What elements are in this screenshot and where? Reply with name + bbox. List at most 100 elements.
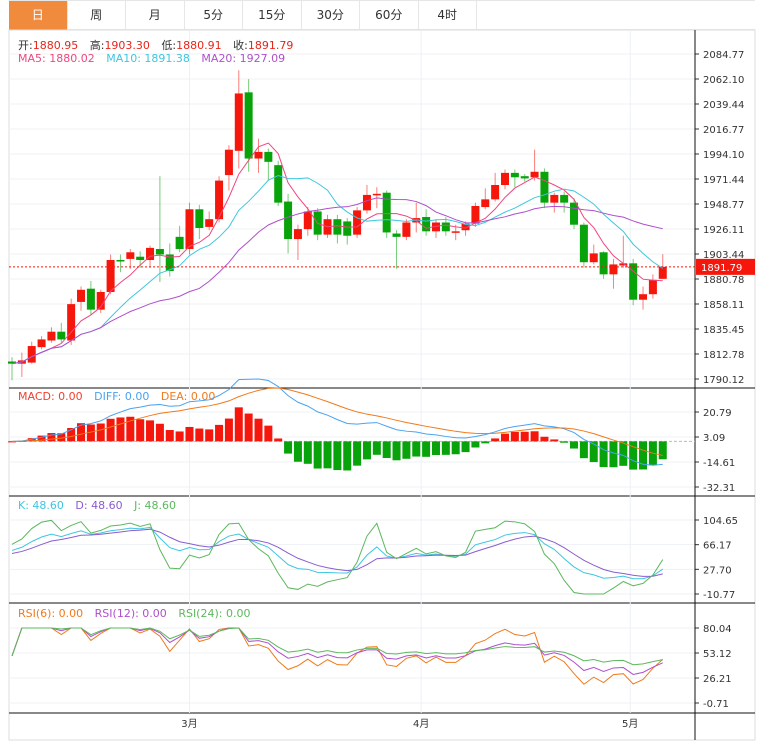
macd-bar [264, 425, 273, 442]
main-axis-label: 1812.78 [703, 350, 744, 361]
macd-bar [146, 420, 155, 442]
macd-bar [274, 438, 283, 442]
candle-up [609, 264, 618, 275]
candle-down [392, 233, 401, 237]
ma10-legend: MA10: 1891.38 [106, 52, 190, 65]
candle-down [382, 192, 391, 233]
ma5-line [11, 142, 663, 365]
macd-bar [136, 419, 145, 442]
tab-month[interactable]: 月 [126, 1, 185, 30]
candle-up [471, 205, 480, 224]
macd-bar [540, 436, 549, 442]
macd-bar [599, 441, 608, 468]
macd-bar [570, 441, 579, 449]
candle-up [77, 289, 86, 302]
tab-30min[interactable]: 30分 [302, 1, 360, 30]
macd-bar [471, 441, 480, 448]
j-line [11, 519, 664, 595]
candle-up [205, 219, 214, 227]
rsi12-value: RSI(12): 0.00 [94, 607, 167, 620]
tab-5min[interactable]: 5分 [185, 1, 243, 30]
d-value: D: 48.60 [75, 499, 123, 512]
candle-up [353, 210, 362, 235]
macd-bar [431, 441, 440, 456]
tab-week[interactable]: 周 [68, 1, 126, 30]
rsi-axis-label: 53.12 [703, 649, 732, 660]
candle-up [530, 171, 539, 178]
macd-bar [579, 441, 588, 459]
macd-bar [77, 423, 86, 442]
macd-bar [392, 441, 401, 461]
candle-down [57, 331, 66, 340]
tab-day[interactable]: 日 [9, 1, 68, 30]
macd-bar [550, 439, 559, 442]
candle-down [165, 254, 174, 272]
j-value: J: 48.60 [134, 499, 177, 512]
candle-down [264, 151, 273, 162]
macd-bar [491, 438, 500, 442]
chart-frame [8, 29, 756, 741]
tab-4hour[interactable]: 4时 [419, 1, 477, 30]
main-axis-label: 1790.12 [703, 375, 744, 386]
macd-bar [382, 441, 391, 459]
close-value: 1891.79 [247, 39, 294, 52]
macd-bar [57, 433, 66, 442]
macd-axis-label: 3.09 [703, 433, 725, 444]
kdj-axis-label: 104.65 [703, 516, 738, 527]
low-value: 1880.91 [176, 39, 222, 52]
macd-bar [441, 441, 450, 455]
main-axis-label: 2062.10 [703, 75, 744, 86]
candle-up [431, 222, 440, 232]
main-axis-label: 1858.11 [703, 300, 744, 311]
dea-value: DEA: 0.00 [160, 390, 216, 403]
candle-down [570, 202, 579, 225]
candle-up [37, 339, 46, 348]
macd-bar [86, 424, 95, 442]
candle-up [501, 172, 509, 186]
macd-bar [402, 441, 411, 459]
tab-15min[interactable]: 15分 [243, 1, 302, 30]
main-axis-label: 1835.45 [703, 325, 744, 336]
rsi-axis-label: 80.04 [703, 624, 732, 635]
candle-down [86, 288, 95, 310]
macd-bar [343, 441, 352, 471]
kdj-axis-label: -10.77 [703, 590, 735, 601]
d-line [11, 528, 663, 577]
candle-up [372, 193, 381, 196]
candle-up [96, 291, 105, 310]
rsi24-line [11, 627, 663, 666]
candle-up [481, 199, 490, 208]
current-price-tag [696, 258, 755, 275]
main-axis-label: 1971.44 [703, 175, 744, 186]
macd-bar [254, 418, 263, 442]
tab-60min[interactable]: 60分 [360, 1, 419, 30]
macd-bar [67, 428, 76, 442]
candle-up [658, 266, 667, 279]
candle-down [175, 236, 184, 249]
candle-up [491, 185, 500, 200]
candle-up [234, 93, 243, 151]
main-axis-label: 2084.77 [703, 50, 744, 61]
macd-bar [353, 441, 362, 466]
main-axis-label: 2039.44 [703, 100, 744, 111]
macd-bar [481, 441, 490, 444]
kdj-axis-label: 66.17 [703, 541, 732, 552]
candle-up [215, 180, 224, 220]
candle-up [67, 304, 76, 341]
macd-bar [155, 423, 164, 442]
macd-bar [244, 413, 253, 442]
rsi12-line [11, 627, 663, 675]
macd-bar [422, 441, 431, 457]
macd-bar [451, 441, 460, 455]
macd-bar [510, 431, 519, 442]
candle-up [362, 194, 371, 211]
kdj-axis-label: 27.70 [703, 565, 732, 576]
ma10-line [11, 174, 664, 365]
rsi-legend: RSI(6): 0.00 RSI(12): 0.00 RSI(24): 0.00 [18, 607, 258, 620]
candle-up [303, 211, 312, 230]
open-value: 1880.95 [32, 39, 79, 52]
macd-bar [461, 441, 470, 453]
close-label: 收: [233, 39, 248, 52]
rsi-axis-label: 26.21 [703, 674, 732, 685]
